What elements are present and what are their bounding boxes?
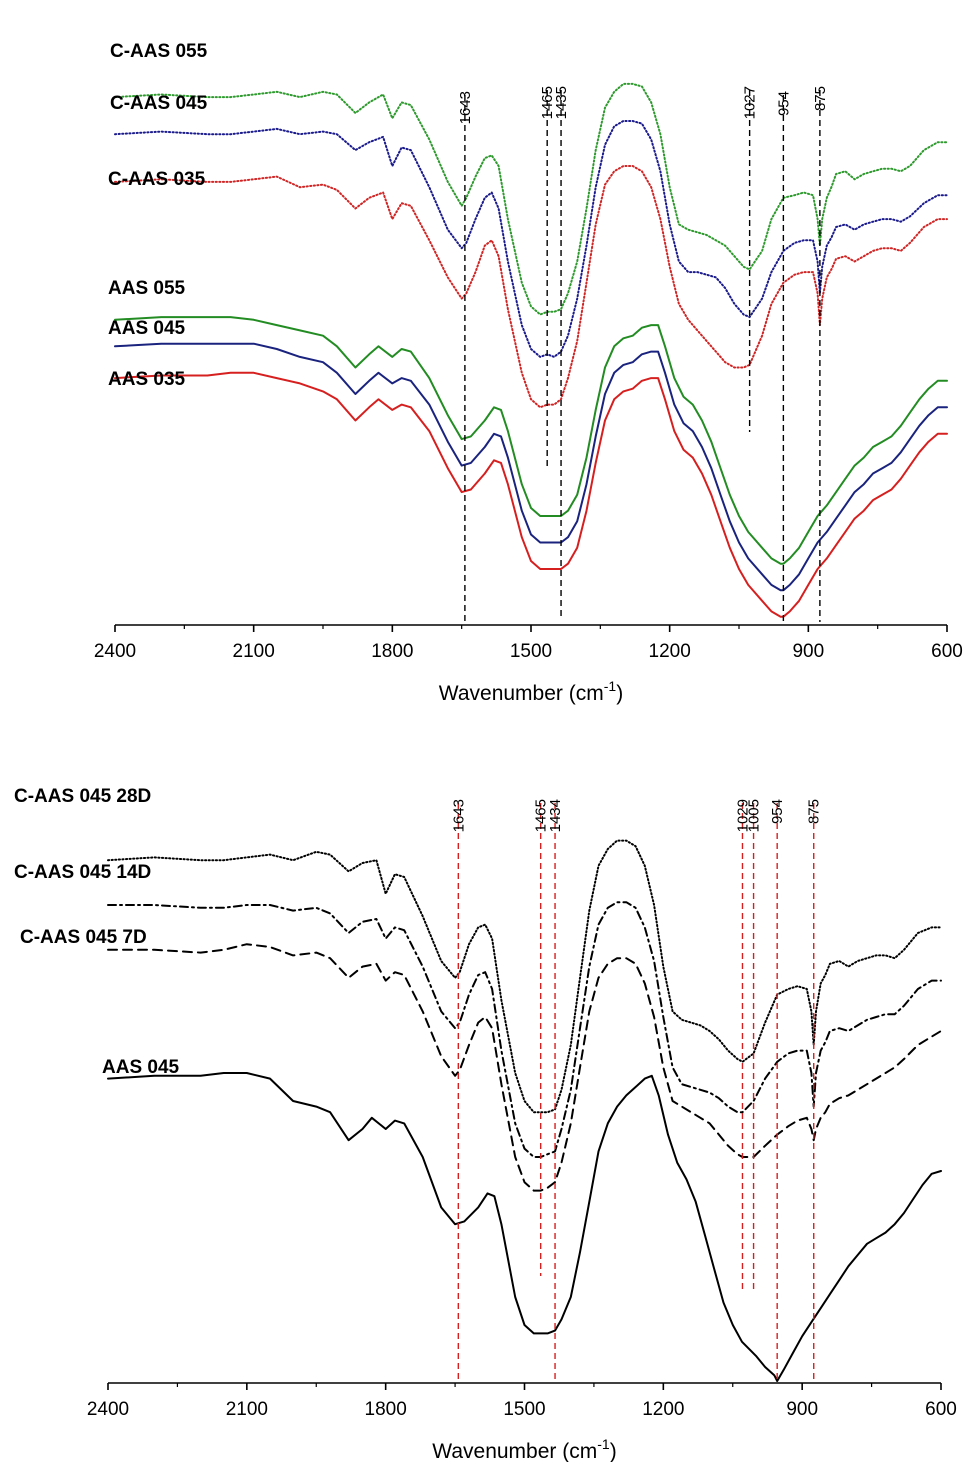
series-label-2: C-AAS 035 — [108, 169, 206, 190]
marker-label-954: 954 — [775, 91, 792, 116]
series-line-aas-055 — [114, 316, 948, 565]
chart-panel-bottom: C-AAS 045 28D C-AAS 045 14D C-AAS 045 7D AA… — [14, 786, 957, 1462]
series-label-5: AAS 035 — [108, 369, 186, 390]
series-label-3: AAS 045 — [102, 1057, 180, 1078]
series-label-1: C-AAS 045 — [110, 93, 208, 114]
series-line-c-aas-055 — [114, 82, 948, 316]
marker-label-1005: 1005 — [746, 799, 763, 832]
series-label-1: C-AAS 045 14D — [14, 862, 151, 883]
marker-label-1643: 1643 — [457, 91, 474, 124]
series-label-4: AAS 045 — [108, 318, 186, 339]
series-label-0: C-AAS 055 — [110, 41, 208, 62]
x-tick-label-900: 900 — [786, 1399, 818, 1420]
x-tick-label-600: 600 — [931, 641, 963, 662]
series-line-c-aas-045-28d — [107, 839, 942, 1114]
series-label-3: AAS 055 — [108, 278, 186, 299]
x-tick-label-900: 900 — [792, 641, 824, 662]
marker-label-1027: 1027 — [742, 86, 759, 119]
x-tick-label-1800: 1800 — [371, 641, 413, 662]
x-tick-label-600: 600 — [925, 1399, 957, 1420]
x-tick-label-2100: 2100 — [233, 641, 275, 662]
series-label-0: C-AAS 045 28D — [14, 786, 151, 807]
x-tick-label-2100: 2100 — [226, 1399, 268, 1420]
x-tick-label-1500: 1500 — [510, 641, 552, 662]
x-tick-label-2400: 2400 — [87, 1399, 129, 1420]
series-line-c-aas-045 — [114, 120, 948, 358]
x-tick-label-1200: 1200 — [642, 1399, 684, 1420]
marker-label-1435: 1435 — [553, 86, 570, 119]
marker-label-1643: 1643 — [450, 799, 467, 832]
marker-label-954: 954 — [769, 799, 786, 824]
chart-panel-top: C-AAS 055 C-AAS 045 C-AAS 035 AAS 055 AAS 04… — [94, 41, 963, 705]
marker-label-875: 875 — [812, 86, 829, 111]
series-line-aas-045 — [107, 1072, 942, 1382]
series-line-c-aas-045-14d — [107, 901, 942, 1158]
x-tick-label-1500: 1500 — [503, 1399, 545, 1420]
marker-label-1465: 1465 — [533, 799, 550, 832]
marker-label-1029: 1029 — [734, 799, 751, 832]
x-tick-label-1200: 1200 — [649, 641, 691, 662]
series-line-c-aas-035 — [114, 165, 948, 409]
marker-label-1434: 1434 — [547, 799, 564, 832]
series-line-aas-045 — [114, 342, 948, 592]
x-tick-label-1800: 1800 — [365, 1399, 407, 1420]
x-axis-title: Wavenumber (cm-1) — [432, 1436, 616, 1462]
x-tick-label-2400: 2400 — [94, 641, 136, 662]
series-line-c-aas-045-7d — [107, 943, 942, 1192]
series-label-2: C-AAS 045 7D — [20, 927, 147, 948]
marker-label-1465: 1465 — [539, 86, 556, 119]
series-line-aas-035 — [114, 371, 948, 618]
marker-label-875: 875 — [806, 799, 823, 824]
x-axis-title: Wavenumber (cm-1) — [439, 678, 623, 705]
